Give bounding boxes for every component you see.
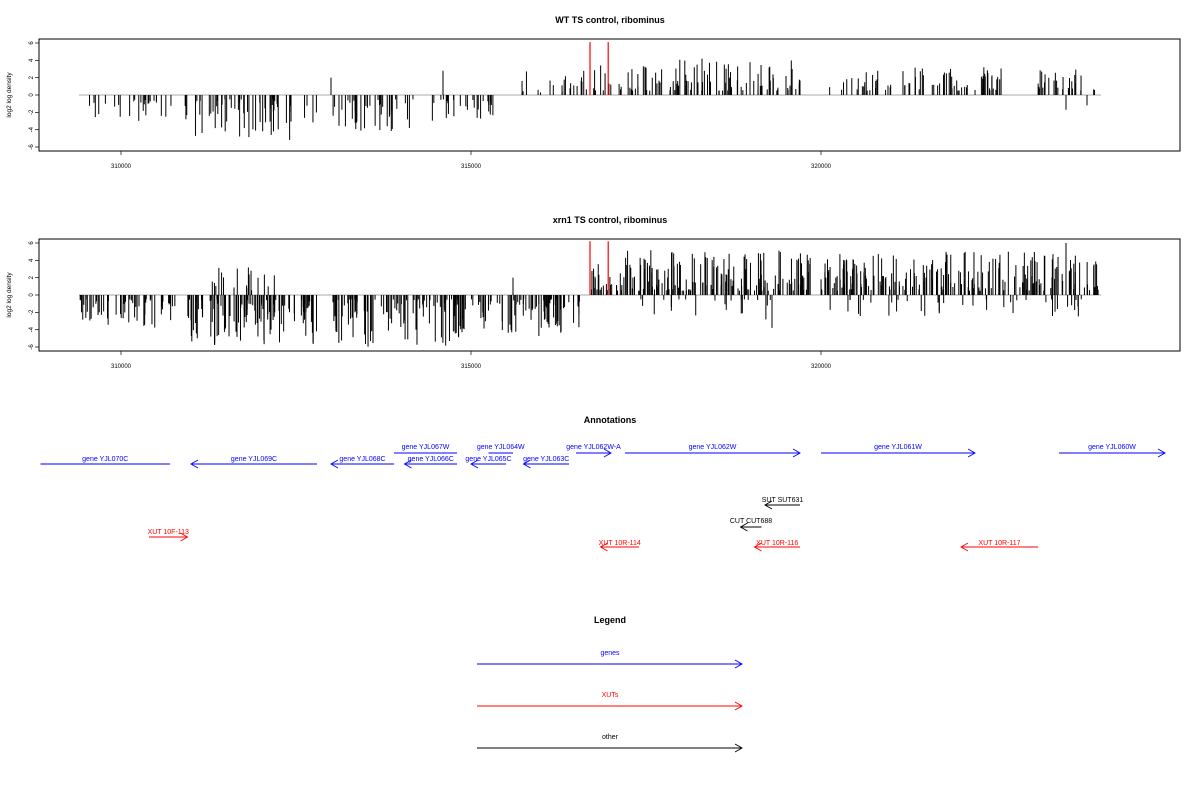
y-tick-label: 0 (29, 93, 35, 97)
feature-arrowhead (792, 448, 801, 458)
xrn1-track-y-axis: -6 -4 -2 0 2 4 6 (29, 241, 39, 350)
feature-arrowhead (967, 448, 976, 458)
wt-track-y-axis: -6 -4 -2 0 2 4 6 (29, 41, 39, 150)
feature-arrowhead (522, 459, 531, 469)
feature-arrowhead (753, 542, 762, 552)
y-tick-label: -2 (29, 109, 35, 115)
x-tick-label: 310000 (111, 364, 132, 370)
wt-track-y-axis-label: log2 log density (6, 72, 13, 118)
legend-items: genes XUTs other (477, 650, 743, 753)
y-tick-label: -2 (29, 309, 35, 315)
feature-arrowhead (403, 459, 412, 469)
feature-label: XUT 10R-117 (978, 540, 1020, 547)
xrn1-track-x-axis: 310000 315000 320000 (111, 351, 832, 370)
feature-arrowhead (330, 459, 339, 469)
feature-label: gene YJL067W (402, 444, 450, 451)
feature-arrowhead (470, 459, 479, 469)
feature-label: gene YJL064W (477, 444, 525, 451)
wt-track-title: WT TS control, ribominus (555, 15, 665, 25)
feature-label: gene YJL068C (339, 456, 385, 463)
y-tick-label: 2 (29, 75, 35, 79)
wt-track-bars (79, 42, 1101, 140)
wt-track-panel: WT TS control, ribominus log2 log densit… (6, 15, 1181, 170)
x-tick-label: 315000 (461, 364, 482, 370)
annotation-features: gene YJL070C gene YJL069C gene YJL067W gene… (40, 444, 1166, 552)
feature-label: XUT 10R-114 (599, 540, 641, 547)
feature-label: gene YJL062W (689, 444, 737, 451)
xrn1-track-title: xrn1 TS control, ribominus (553, 215, 668, 225)
feature-arrowhead (190, 459, 199, 469)
feature-label: gene YJL065C (465, 456, 511, 463)
feature-label: gene YJL061W (874, 444, 922, 451)
y-tick-label: -6 (29, 144, 35, 150)
feature-arrowhead (960, 542, 969, 552)
xrn1-track-panel: xrn1 TS control, ribominus log2 log dens… (6, 215, 1181, 370)
feature-label: XUT 10R-116 (756, 540, 798, 547)
legend-arrowhead (734, 659, 743, 669)
x-tick-label: 320000 (811, 364, 832, 370)
xrn1-track-y-axis-label: log2 log density (6, 272, 13, 318)
feature-arrowhead (1157, 448, 1166, 458)
feature-label: SUT SUT631 (762, 497, 804, 504)
y-tick-label: -6 (29, 344, 35, 350)
feature-arrowhead (764, 500, 773, 510)
x-tick-label: 315000 (461, 164, 482, 170)
xrn1-track-bars (79, 241, 1101, 347)
x-tick-label: 320000 (811, 164, 832, 170)
feature-arrowhead (599, 542, 608, 552)
legend-panel: Legend genes XUTs other (477, 615, 743, 753)
feature-arrowhead (603, 448, 612, 458)
feature-label: gene YJL062W-A (566, 444, 621, 451)
y-tick-label: 2 (29, 275, 35, 279)
legend-label: genes (600, 650, 620, 657)
feature-label: XUT 10F-113 (148, 529, 189, 536)
y-tick-label: -4 (29, 326, 35, 332)
y-tick-label: 6 (29, 241, 35, 245)
legend-arrowhead (734, 701, 743, 711)
y-tick-label: 4 (29, 258, 35, 262)
y-tick-label: 0 (29, 293, 35, 297)
legend-arrowhead (734, 743, 743, 753)
wt-track-x-axis: 310000 315000 320000 (111, 151, 832, 170)
y-tick-label: 4 (29, 58, 35, 62)
x-tick-label: 310000 (111, 164, 132, 170)
legend-label: XUTs (602, 692, 619, 699)
feature-label: gene YJL070C (82, 456, 128, 463)
feature-arrowhead (739, 522, 748, 532)
feature-arrowhead (180, 532, 189, 542)
annotations-title: Annotations (584, 415, 637, 425)
feature-label: gene YJL069C (231, 456, 277, 463)
y-tick-label: -4 (29, 126, 35, 132)
y-tick-label: 6 (29, 41, 35, 45)
feature-label: CUT CUT688 (730, 518, 772, 525)
annotations-panel: Annotations gene YJL070C gene YJL069Cgene… (40, 415, 1166, 552)
legend-title: Legend (594, 615, 626, 625)
feature-label: gene YJL066C (408, 456, 454, 463)
feature-label: gene YJL063C (523, 456, 569, 463)
legend-label: other (602, 734, 619, 741)
feature-label: gene YJL060W (1088, 444, 1136, 451)
